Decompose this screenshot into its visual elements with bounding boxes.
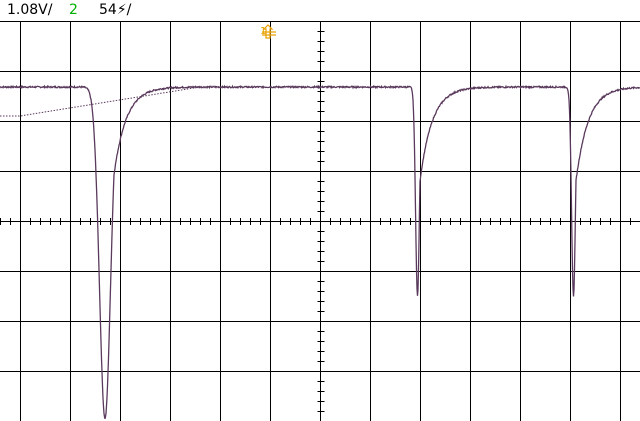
channel2-scale-readout: 54⚡/ — [99, 2, 132, 18]
graticule — [0, 21, 640, 421]
channel1-scale-readout: 1.08V/ — [7, 2, 53, 18]
trace-line — [0, 84, 640, 420]
trigger-arrow-icon — [262, 24, 276, 39]
trace-layer — [0, 84, 640, 420]
trigger-marker: 1 — [260, 24, 276, 39]
channel-number: 2 — [69, 2, 78, 18]
offset-ramp-line — [0, 86, 201, 117]
